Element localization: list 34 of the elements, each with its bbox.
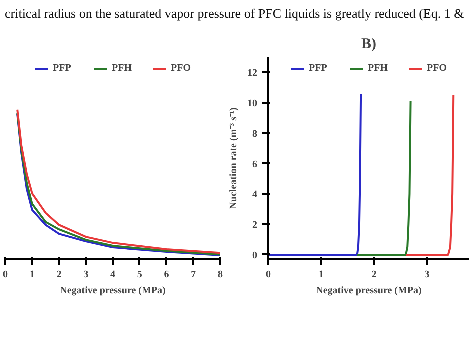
chart-title: B)	[362, 36, 377, 52]
x-tick-label: 0	[266, 269, 271, 280]
y-tick-label: 2	[252, 220, 258, 231]
x-tick-label: 1	[30, 269, 35, 280]
y-tick-label: 8	[252, 128, 258, 140]
legend-label: PFH	[112, 63, 132, 74]
x-tick-label: 0	[3, 269, 8, 280]
legend-label: PFH	[368, 63, 388, 74]
legend-label: PFO	[171, 63, 191, 74]
y-tick-label: 12	[248, 68, 258, 79]
line-series	[268, 92, 362, 256]
y-tick-label: 0	[252, 250, 258, 262]
x-tick-label: 2	[56, 269, 62, 280]
x-tick-label: 7	[191, 269, 196, 280]
line-series	[405, 94, 455, 256]
x-tick-label: 2	[372, 269, 377, 280]
x-tick-label: 3	[424, 269, 430, 280]
y-tick-label: 4	[252, 189, 258, 200]
x-tick-label: 8	[218, 269, 223, 280]
legend-label: PFP	[53, 63, 72, 74]
legend-label: PFO	[427, 63, 447, 74]
x-tick-label: 6	[164, 269, 170, 280]
legend-label: PFP	[309, 63, 328, 74]
x-tick-label: 1	[318, 269, 324, 280]
x-tick-label: 3	[84, 269, 89, 280]
line-series	[356, 100, 412, 256]
text: critical radius on the saturated vapor pressure of PFC liquids is greatly reduced (Eq. 1 &	[5, 5, 464, 23]
y-tick-label: 10	[248, 98, 258, 110]
x-tick-label: 4	[110, 269, 116, 280]
x-axis-title: Negative pressure (MPa)	[316, 285, 422, 296]
y-axis-title: Nucleation rate (m⁻³ s⁻¹)	[228, 107, 240, 209]
x-tick-label: 5	[137, 269, 142, 280]
y-tick-label: 6	[252, 158, 258, 170]
x-axis-title: Negative pressure (MPa)	[60, 285, 166, 296]
